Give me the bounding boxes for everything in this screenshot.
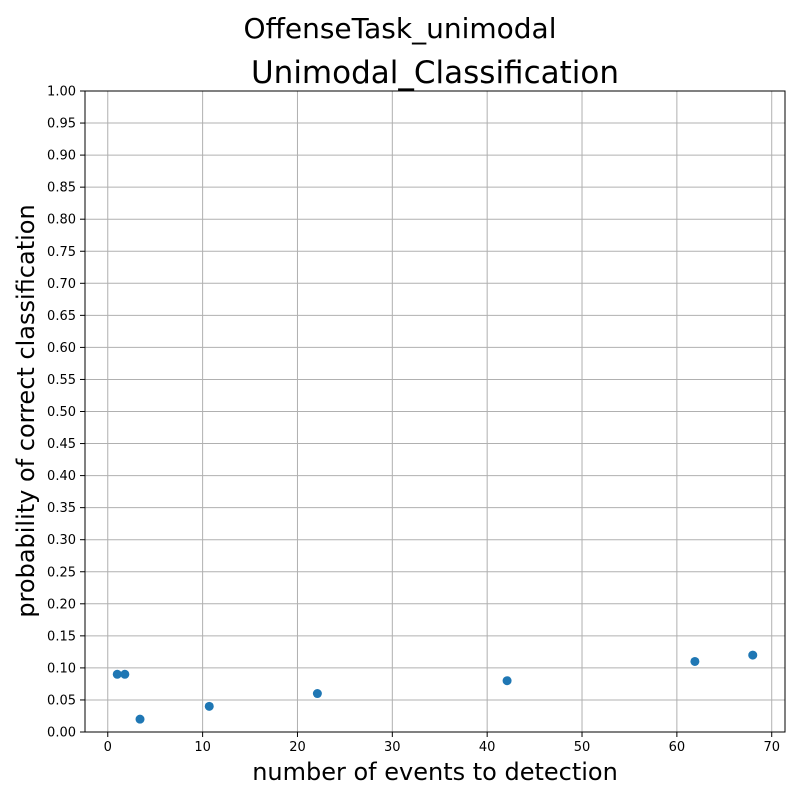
scatter-point xyxy=(748,650,758,660)
scatter-point xyxy=(204,701,214,711)
chart-title: Unimodal_Classification xyxy=(251,55,619,91)
y-axis-label: probability of correct classification xyxy=(12,204,40,617)
y-tick-label: 0.20 xyxy=(47,597,76,612)
x-tick-label: 50 xyxy=(574,740,591,755)
x-axis-label: number of events to detection xyxy=(252,758,618,786)
y-tick-label: 0.10 xyxy=(47,661,76,676)
y-tick-label: 0.75 xyxy=(47,245,76,260)
y-tick-label: 1.00 xyxy=(47,85,76,100)
chart-suptitle: OffenseTask_unimodal xyxy=(244,12,557,45)
scatter-point xyxy=(112,669,122,679)
y-tick-label: 0.50 xyxy=(47,405,76,420)
y-tick-label: 0.80 xyxy=(47,213,76,228)
y-tick-label: 0.55 xyxy=(47,373,76,388)
y-tick-label: 0.00 xyxy=(47,726,76,741)
tick-layer: 0 10 20 30 40 50 60 70 0.00 0.05 0.10 0.15 0.20 0.25 0… xyxy=(47,85,780,756)
y-tick-label: 0.05 xyxy=(47,693,76,708)
x-tick-label: 60 xyxy=(669,740,686,755)
y-tick-label: 0.65 xyxy=(47,309,76,324)
y-tick-label: 0.40 xyxy=(47,469,76,484)
data-points xyxy=(112,650,758,724)
y-tick-label: 0.85 xyxy=(47,181,76,196)
x-tick-label: 0 xyxy=(104,740,112,755)
scatter-point xyxy=(312,689,322,699)
y-tick-label: 0.15 xyxy=(47,629,76,644)
y-tick-label: 0.30 xyxy=(47,533,76,548)
x-tick-label: 20 xyxy=(289,740,306,755)
y-tick-label: 0.95 xyxy=(47,117,76,132)
x-tick-label: 40 xyxy=(479,740,496,755)
plot-frame xyxy=(84,90,786,733)
scatter-point xyxy=(502,676,512,686)
scatter-point xyxy=(135,714,145,724)
x-tick-label: 10 xyxy=(194,740,211,755)
x-tick-label: 70 xyxy=(763,740,780,755)
scatter-point xyxy=(690,656,700,666)
y-tick-label: 0.60 xyxy=(47,341,76,356)
y-tick-label: 0.70 xyxy=(47,277,76,292)
y-tick-label: 0.35 xyxy=(47,501,76,516)
y-tick-label: 0.45 xyxy=(47,437,76,452)
y-tick-label: 0.25 xyxy=(47,565,76,580)
x-tick-label: 30 xyxy=(384,740,401,755)
grid-layer xyxy=(85,90,785,733)
y-tick-label: 0.90 xyxy=(47,149,76,164)
scatter-point xyxy=(120,669,130,679)
